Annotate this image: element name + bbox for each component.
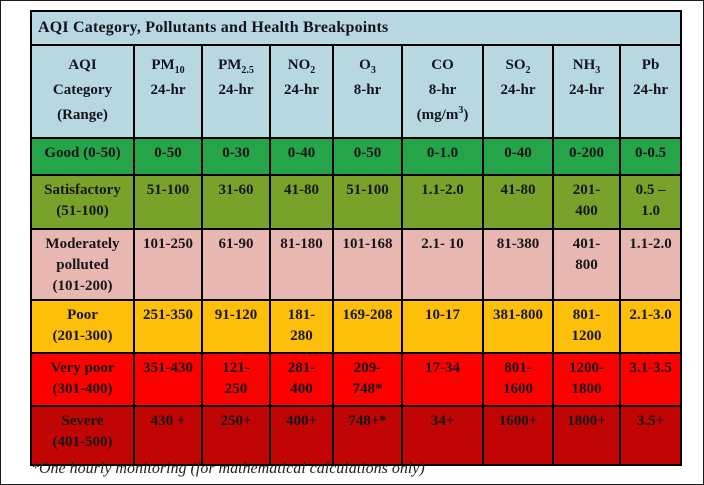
row-category: Good (0-50) <box>30 137 135 176</box>
header-cell-pm10: PM10 24-hr <box>133 44 203 139</box>
value-cell: 34+ <box>401 405 484 466</box>
value-cell: 0-40 <box>269 137 334 176</box>
table-row-severe: Severe (401-500) 430 + 250+ 400+ 748+* 3… <box>30 405 683 466</box>
value-cell: 61-90 <box>201 228 271 301</box>
value-cell: 169-208 <box>332 299 403 354</box>
row-category: Poor (201-300) <box>30 299 135 354</box>
header-cell-o3: O3 8-hr <box>332 44 403 139</box>
value-cell: 51-100 <box>332 174 403 230</box>
table-row-very-poor: Very poor (301-400) 351-430 121- 250 281… <box>30 352 683 407</box>
value-cell: 81-380 <box>482 228 554 301</box>
value-cell: 209- 748* <box>332 352 403 407</box>
table-row-good: Good (0-50) 0-50 0-30 0-40 0-50 0-1.0 0-… <box>30 137 683 176</box>
table-header-row: AQI Category (Range) PM10 24-hr PM2.5 24… <box>30 44 683 139</box>
value-cell: 1.1-2.0 <box>401 174 484 230</box>
value-cell: 41-80 <box>269 174 334 230</box>
value-cell: 250+ <box>201 405 271 466</box>
table-row-satisfactory: Satisfactory (51-100) 51-100 31-60 41-80… <box>30 174 683 230</box>
value-cell: 381-800 <box>482 299 554 354</box>
footnote: *One hourly monitoring (for mathematical… <box>31 460 425 477</box>
aqi-breakpoints-table: AQI Category, Pollutants and Health Brea… <box>29 10 683 466</box>
value-cell: 81-180 <box>269 228 334 301</box>
value-cell: 17-34 <box>401 352 484 407</box>
value-cell: 10-17 <box>401 299 484 354</box>
row-category: Satisfactory (51-100) <box>30 174 135 230</box>
value-cell: 0-0.5 <box>618 137 683 176</box>
table-row-moderately-polluted: Moderately polluted (101-200) 101-250 61… <box>30 228 683 301</box>
value-cell: 0-200 <box>552 137 621 176</box>
value-cell: 181- 280 <box>269 299 334 354</box>
value-cell: 91-120 <box>201 299 271 354</box>
value-cell: 401- 800 <box>552 228 621 301</box>
value-cell: 1600+ <box>482 405 554 466</box>
value-cell: 0-30 <box>201 137 271 176</box>
value-cell: 101-250 <box>133 228 203 301</box>
row-category: Very poor (301-400) <box>30 352 135 407</box>
header-cell-aqi-category: AQI Category (Range) <box>30 44 135 139</box>
header-line: (Range) <box>57 107 108 123</box>
table-row-poor: Poor (201-300) 251-350 91-120 181- 280 1… <box>30 299 683 354</box>
value-cell: 41-80 <box>482 174 554 230</box>
value-cell: 801- 1200 <box>552 299 621 354</box>
header-line: Category <box>52 82 113 98</box>
value-cell: 0-50 <box>332 137 403 176</box>
value-cell: 2.1- 10 <box>401 228 484 301</box>
header-cell-pb: Pb 24-hr <box>618 44 683 139</box>
header-cell-no2: NO2 24-hr <box>269 44 334 139</box>
header-cell-nh3: NH3 24-hr <box>552 44 621 139</box>
header-cell-co: CO 8-hr (mg/m3) <box>401 44 484 139</box>
value-cell: 0.5 – 1.0 <box>618 174 683 230</box>
header-line: AQI <box>68 57 97 73</box>
co-unit: (mg/m3) <box>416 105 469 124</box>
value-cell: 251-350 <box>133 299 203 354</box>
value-cell: 0-1.0 <box>401 137 484 176</box>
value-cell: 51-100 <box>133 174 203 230</box>
value-cell: 31-60 <box>201 174 271 230</box>
value-cell: 748+* <box>332 405 403 466</box>
value-cell: 3.1-3.5 <box>618 352 683 407</box>
value-cell: 1800+ <box>552 405 621 466</box>
value-cell: 281- 400 <box>269 352 334 407</box>
header-cell-pm25: PM2.5 24-hr <box>201 44 271 139</box>
header-cell-so2: SO2 24-hr <box>482 44 554 139</box>
value-cell: 0-40 <box>482 137 554 176</box>
table-title: AQI Category, Pollutants and Health Brea… <box>29 10 683 46</box>
value-cell: 101-168 <box>332 228 403 301</box>
row-category: Severe (401-500) <box>30 405 135 466</box>
value-cell: 121- 250 <box>201 352 271 407</box>
row-category: Moderately polluted (101-200) <box>30 228 135 301</box>
value-cell: 801- 1600 <box>482 352 554 407</box>
value-cell: 400+ <box>269 405 334 466</box>
value-cell: 2.1-3.0 <box>618 299 683 354</box>
value-cell: 201- 400 <box>552 174 621 230</box>
value-cell: 430 + <box>133 405 203 466</box>
value-cell: 351-430 <box>133 352 203 407</box>
table-title-row: AQI Category, Pollutants and Health Brea… <box>29 10 683 46</box>
value-cell: 1.1-2.0 <box>618 228 683 301</box>
value-cell: 0-50 <box>133 137 203 176</box>
value-cell: 3.5+ <box>618 405 683 466</box>
value-cell: 1200- 1800 <box>552 352 621 407</box>
